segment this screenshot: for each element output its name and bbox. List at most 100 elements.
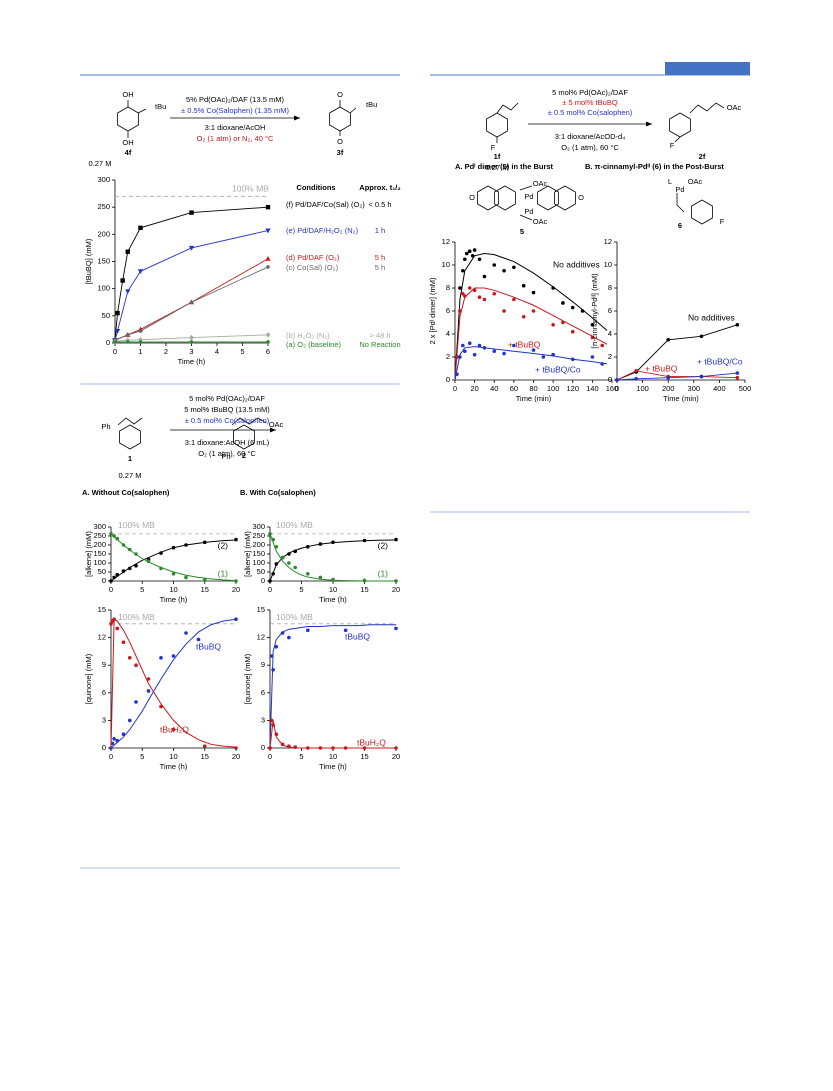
point (121, 543, 126, 547)
point (600, 343, 604, 348)
series-label: (2) (378, 540, 389, 550)
y-tick-label: 100 (97, 284, 110, 293)
y-tick-label: 15 (257, 605, 265, 614)
point (271, 668, 275, 672)
scheme-text: 1f (494, 152, 501, 161)
x-tick-label: 0 (615, 384, 619, 393)
scheme-text: O (578, 193, 584, 202)
x-tick-label: 15 (201, 585, 209, 594)
y-tick-label: 300 (252, 522, 265, 531)
point (541, 355, 546, 359)
point (265, 204, 271, 210)
half-life: No Reaction (359, 340, 400, 349)
point (202, 578, 207, 582)
bonds (117, 417, 267, 426)
x-tick-label: 100 (636, 384, 649, 393)
series-label: tBuH₂Q (160, 724, 189, 734)
y-tick-label: 12 (98, 633, 106, 642)
scheme-text: 5 (520, 227, 524, 236)
series-label: + tBuBQ/Co (535, 364, 581, 374)
y-axis-label: [alkene] (mM) (84, 531, 93, 577)
scheme-text: F (720, 217, 725, 226)
point (502, 309, 506, 313)
point (615, 378, 619, 382)
x-tick-label: 60 (510, 384, 518, 393)
point (115, 536, 120, 541)
point (125, 340, 130, 344)
point (234, 746, 238, 750)
x-tick-label: 10 (169, 752, 177, 761)
point (343, 746, 348, 750)
series-label: No additives (553, 259, 600, 269)
point (280, 631, 285, 635)
x-axis-label: Time (h) (319, 595, 347, 604)
point (127, 566, 132, 571)
scheme-text: L (668, 177, 672, 186)
x-tick-label: 1 (138, 347, 142, 356)
point (477, 257, 482, 262)
series-label: tBuBQ (196, 641, 221, 651)
point (699, 334, 704, 339)
point (113, 340, 117, 344)
point (461, 268, 465, 273)
point (306, 746, 310, 750)
y-tick-label: 15 (98, 605, 106, 614)
scheme-text: F (491, 143, 496, 152)
scheme-text: OH (122, 138, 133, 147)
point (600, 362, 604, 366)
point (121, 569, 126, 573)
x-tick-label: 0 (453, 384, 457, 393)
fit-line (269, 624, 396, 749)
x-tick-label: 0 (109, 752, 113, 761)
legend-label: (f) Pd/DAF/Co(Sal) (O₂) (286, 200, 365, 209)
point (269, 654, 274, 658)
reference-label: 100% MB (232, 184, 269, 194)
ring (119, 424, 141, 450)
point (463, 349, 467, 354)
point (287, 744, 291, 748)
point (502, 351, 506, 356)
y-tick-label: 4 (608, 329, 612, 338)
series-label: tBuBQ (345, 631, 370, 641)
point (234, 579, 238, 583)
point (458, 286, 462, 290)
y-tick-label: 250 (93, 531, 106, 540)
y-tick-label: 6 (261, 688, 265, 697)
y-tick-label: 0 (446, 375, 450, 384)
point (125, 249, 130, 254)
y-tick-label: 6 (608, 306, 612, 315)
ring (233, 424, 255, 450)
y-tick-label: 150 (252, 549, 265, 558)
half-life: 5 h (375, 253, 385, 262)
point (109, 622, 113, 626)
y-tick-label: 0 (261, 743, 265, 752)
point (492, 263, 497, 267)
point (138, 225, 143, 231)
point (184, 543, 188, 547)
y-tick-label: 150 (93, 549, 106, 558)
scheme-text: 5 mol% Pd(OAc)₂/DAF (189, 394, 265, 403)
x-axis-label: Time (h) (160, 595, 188, 604)
arrowhead (270, 427, 276, 433)
point (306, 545, 310, 549)
series-label: (1) (218, 568, 229, 578)
point (512, 343, 516, 348)
point (280, 742, 285, 747)
point (570, 357, 575, 362)
scheme-text: 3:1 dioxane/AcOH (205, 123, 266, 132)
ring (669, 112, 691, 138)
y-axis-label: [alkene] (mM) (243, 531, 252, 577)
point (735, 371, 740, 375)
scheme-text: O (337, 137, 343, 146)
scheme-text: B. π-cinnamyl-Pdᴵᴵ (6) in the Post-Burst (585, 162, 724, 171)
y-tick-label: 2 (446, 352, 450, 361)
bonds (127, 100, 357, 138)
point (318, 542, 323, 546)
point (590, 335, 595, 340)
point (188, 245, 195, 251)
x-tick-label: 120 (566, 384, 579, 393)
point (590, 323, 595, 327)
point (189, 210, 194, 215)
scheme-text: OAc (727, 103, 742, 112)
series-label: tBuH₂Q (357, 737, 386, 747)
